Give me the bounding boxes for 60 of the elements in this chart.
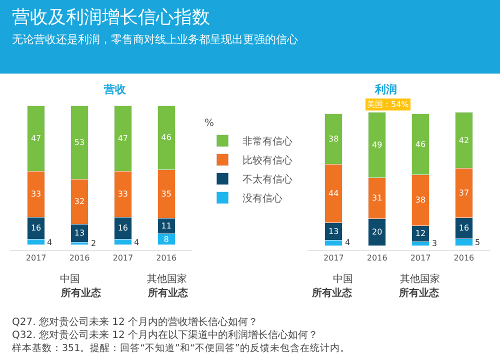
x-tick-label: 2017	[112, 254, 134, 263]
text: 所有业态	[147, 287, 189, 299]
data-label: 4	[47, 238, 52, 247]
data-label: 49	[372, 140, 382, 150]
legend-label: 没有信心	[242, 192, 282, 205]
x-tick-label: 2017	[26, 254, 46, 263]
x-tick-label: 2016	[156, 254, 177, 263]
text: 所有业态	[398, 287, 440, 299]
text: 无论营收还是利润，零售商对线上业务都呈现出更强的信心	[12, 33, 298, 46]
text: 所有业态	[60, 287, 102, 299]
legend-label: 比较有信心	[242, 154, 292, 167]
data-label: 16	[118, 224, 128, 233]
data-label: 13	[328, 227, 339, 236]
chart-title: 利润	[374, 83, 397, 96]
data-label: 2	[91, 239, 96, 248]
data-label: 32	[74, 197, 85, 206]
data-label: 16	[458, 224, 470, 233]
data-label: 31	[372, 194, 382, 203]
text: 中国	[333, 273, 353, 285]
data-label: 33	[118, 190, 128, 199]
x-tick-label: 2016	[454, 254, 474, 263]
data-label: 47	[118, 134, 128, 143]
text: 营收及利润增长信心指数	[12, 7, 210, 28]
text: 所有业态	[311, 287, 353, 299]
data-label: 46	[161, 133, 172, 142]
data-label: 3	[432, 239, 438, 248]
text: Q32. 您对贵公司未来 12 个月内在以下渠道中的利润增长信心如何？	[12, 329, 318, 341]
data-label: 12	[415, 229, 426, 238]
data-label: 13	[74, 228, 85, 238]
data-label: 4	[134, 238, 140, 247]
text: 其他国家	[147, 273, 187, 285]
x-tick-label: 2017	[323, 254, 344, 263]
data-label: 35	[161, 190, 172, 199]
legend-label: 不太有信心	[242, 174, 292, 186]
x-tick-label: 2016	[366, 254, 388, 263]
data-label: 33	[30, 190, 42, 199]
data-label: 47	[30, 134, 42, 143]
data-label: 16	[30, 224, 42, 233]
x-tick-label: 2016	[69, 254, 90, 263]
chart-title: 营收	[103, 83, 127, 96]
data-label: 8	[164, 234, 169, 244]
data-label: 38	[328, 134, 339, 144]
text: 其他国家	[400, 273, 440, 285]
data-label: 4	[345, 238, 350, 247]
data-label: 37	[458, 188, 470, 198]
legend-title: %	[204, 118, 214, 130]
data-label: 53	[74, 138, 85, 148]
text: 美国：54%	[367, 100, 410, 109]
data-label: 5	[475, 238, 480, 247]
data-label: 38	[415, 196, 426, 205]
data-label: 20	[372, 228, 382, 237]
x-tick-label: 2017	[410, 254, 431, 263]
data-label: 46	[415, 140, 426, 149]
text: 样本基数：351。提醒：回答“不知道”和“不便回答”的反馈未包含在统计内。	[12, 342, 350, 354]
text: 中国	[60, 273, 80, 285]
data-label: 44	[328, 189, 339, 198]
data-label: 42	[458, 136, 470, 145]
text: Q27. 您对贵公司未来 12 个月内的营收增长信心如何？	[12, 316, 258, 328]
legend-label: 非常有信心	[242, 136, 292, 148]
data-label: 11	[161, 222, 172, 231]
